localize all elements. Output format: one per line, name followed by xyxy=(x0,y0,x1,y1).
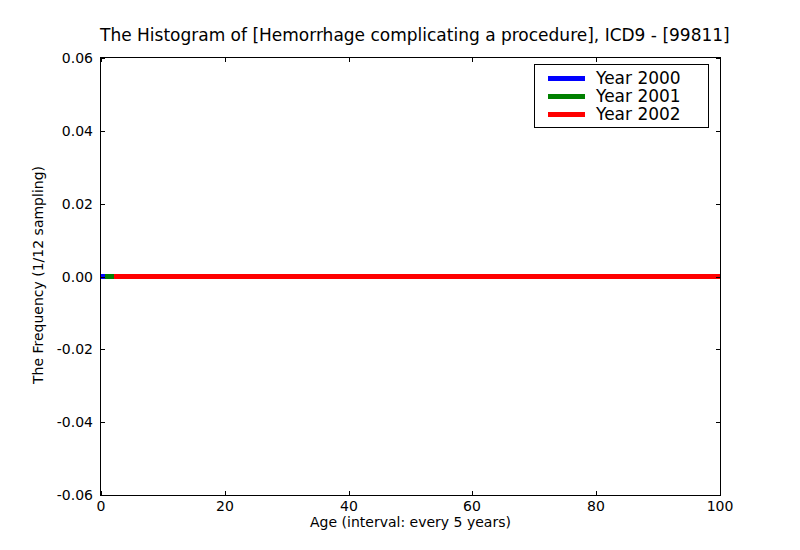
x-tick-label: 100 xyxy=(690,498,750,514)
y-tick-label: -0.06 xyxy=(33,487,93,503)
y-tick-label: 0.00 xyxy=(33,269,93,285)
y-tick-mark xyxy=(101,204,105,205)
y-tick-mark xyxy=(716,349,720,350)
legend: Year 2000Year 2001Year 2002 xyxy=(534,64,709,128)
x-tick-label: 40 xyxy=(319,498,379,514)
legend-row: Year 2001 xyxy=(535,87,708,105)
y-tick-mark xyxy=(101,349,105,350)
y-tick-mark xyxy=(716,422,720,423)
x-tick-mark xyxy=(596,58,597,62)
y-tick-label: -0.04 xyxy=(33,414,93,430)
x-tick-mark xyxy=(472,58,473,62)
y-tick-mark xyxy=(101,277,105,278)
y-tick-mark xyxy=(101,495,105,496)
y-tick-mark xyxy=(101,422,105,423)
y-tick-label: 0.02 xyxy=(33,196,93,212)
y-tick-mark xyxy=(101,131,105,132)
plot-area: Year 2000Year 2001Year 2002 xyxy=(100,57,721,496)
x-tick-mark xyxy=(720,58,721,62)
x-tick-mark xyxy=(596,491,597,495)
y-tick-mark xyxy=(716,204,720,205)
x-tick-mark xyxy=(225,491,226,495)
legend-swatch-icon xyxy=(548,112,585,117)
y-tick-mark xyxy=(716,495,720,496)
y-tick-mark xyxy=(716,131,720,132)
legend-label: Year 2000 xyxy=(596,69,681,87)
y-tick-mark xyxy=(716,277,720,278)
x-tick-label: 80 xyxy=(566,498,626,514)
legend-row: Year 2002 xyxy=(535,105,708,123)
x-tick-mark xyxy=(720,491,721,495)
x-tick-label: 20 xyxy=(195,498,255,514)
x-tick-mark xyxy=(349,58,350,62)
y-tick-mark xyxy=(716,58,720,59)
x-tick-label: 60 xyxy=(442,498,502,514)
legend-swatch-icon xyxy=(548,76,585,81)
x-tick-mark xyxy=(472,491,473,495)
chart-title: The Histogram of [Hemorrhage complicatin… xyxy=(100,26,721,44)
y-tick-label: 0.04 xyxy=(33,123,93,139)
x-tick-mark xyxy=(225,58,226,62)
legend-row: Year 2000 xyxy=(535,69,708,87)
legend-swatch-icon xyxy=(548,94,585,99)
figure: The Histogram of [Hemorrhage complicatin… xyxy=(0,0,800,550)
legend-label: Year 2001 xyxy=(596,87,681,105)
legend-label: Year 2002 xyxy=(596,105,681,123)
series-line-year-2002 xyxy=(114,274,720,279)
y-tick-label: 0.06 xyxy=(33,50,93,66)
x-axis-label: Age (interval: every 5 years) xyxy=(100,514,721,531)
y-tick-mark xyxy=(101,58,105,59)
x-tick-mark xyxy=(349,491,350,495)
y-tick-label: -0.02 xyxy=(33,341,93,357)
